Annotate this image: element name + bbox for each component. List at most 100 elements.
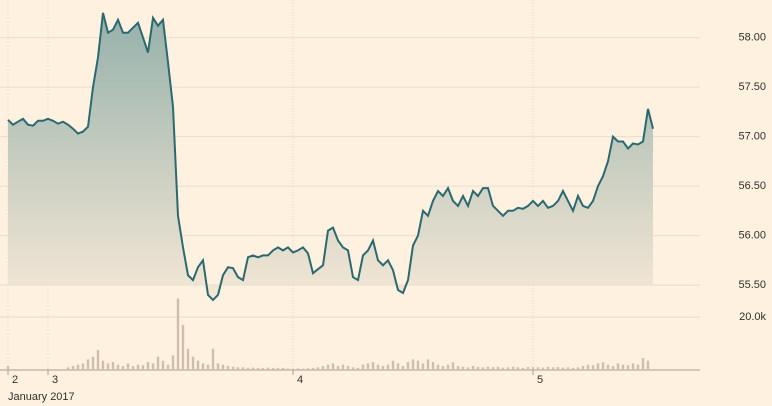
- y-tick-label: 56.50: [738, 180, 766, 192]
- volume-bar: [261, 367, 265, 370]
- volume-bar: [506, 367, 510, 370]
- volume-bar: [231, 366, 235, 370]
- x-tick-label: 3: [52, 374, 58, 386]
- volume-bar: [566, 367, 570, 370]
- volume-bar: [376, 364, 380, 370]
- volume-bar: [346, 366, 350, 370]
- x-axis-title: January 2017: [8, 391, 75, 403]
- volume-bar: [281, 367, 285, 370]
- volume-bar: [136, 364, 140, 370]
- volume-bar: [606, 364, 610, 370]
- volume-bar: [121, 366, 125, 370]
- volume-bar: [591, 365, 595, 370]
- volume-bar: [266, 367, 270, 370]
- price-line: [7, 12, 654, 302]
- volume-bar: [191, 356, 195, 370]
- volume-bar: [501, 367, 505, 370]
- volume-bar: [496, 366, 500, 370]
- volume-bar: [356, 367, 360, 370]
- volume-bar: [421, 363, 425, 370]
- volume-bar: [181, 324, 185, 370]
- volume-bar: [321, 366, 325, 370]
- volume-bar: [431, 362, 435, 370]
- volume-bar: [111, 362, 115, 370]
- volume-bar: [276, 368, 280, 370]
- volume-bar: [351, 367, 355, 370]
- volume-bar: [471, 366, 475, 370]
- volume-bar: [451, 362, 455, 370]
- volume-bar: [206, 364, 210, 370]
- volume-bar: [516, 367, 520, 370]
- volume-bar: [251, 367, 255, 370]
- volume-bar: [616, 363, 620, 370]
- volume-bar: [306, 368, 310, 370]
- volume-bar: [96, 350, 100, 370]
- volume-bar: [236, 367, 240, 370]
- volume-bar: [371, 362, 375, 370]
- volume-bar: [641, 358, 645, 370]
- volume-bar: [411, 359, 415, 370]
- volume-bar: [631, 363, 635, 370]
- volume-bar: [571, 367, 575, 370]
- volume-bar: [81, 363, 85, 370]
- volume-bar: [271, 367, 275, 370]
- y2-tick-label: 20.0k: [739, 311, 766, 323]
- volume-bar: [361, 364, 365, 370]
- volume-bar: [536, 367, 540, 370]
- y-tick-label: 56.00: [738, 229, 766, 241]
- x-tick-label: 2: [12, 374, 18, 386]
- price-area: [8, 12, 653, 300]
- volume-bar: [446, 364, 450, 370]
- volume-bar: [576, 367, 580, 370]
- y-tick-label: 57.00: [738, 130, 766, 142]
- volume-bar: [621, 364, 625, 370]
- volume-bar: [246, 367, 250, 370]
- volume-bar: [491, 367, 495, 370]
- volume-bar: [596, 363, 600, 370]
- volume-bar: [326, 364, 330, 370]
- volume-bar: [101, 360, 105, 370]
- volume-bar: [76, 364, 80, 370]
- volume-bar: [561, 367, 565, 370]
- volume-bar: [526, 367, 530, 370]
- volume-bar: [201, 363, 205, 370]
- volume-bar: [441, 366, 445, 370]
- volume-bar: [171, 355, 175, 370]
- volume-bar: [461, 366, 465, 370]
- volume-bar: [176, 298, 180, 370]
- volume-bar: [286, 368, 290, 370]
- volume-bar: [406, 362, 410, 370]
- volume-bar: [466, 367, 470, 370]
- volume-bar: [71, 366, 75, 370]
- volume-bar: [311, 367, 315, 370]
- volume-bar: [6, 366, 10, 370]
- volume-bar: [91, 356, 95, 370]
- volume-bar: [476, 366, 480, 370]
- volume-bar: [211, 348, 215, 370]
- volume-bar: [331, 363, 335, 370]
- volume-bar: [456, 366, 460, 370]
- volume-bar: [156, 356, 160, 370]
- volume-bar: [556, 367, 560, 370]
- volume-bar: [336, 366, 340, 370]
- volume-bar: [221, 364, 225, 370]
- volume-bar: [586, 364, 590, 370]
- volume-bar: [291, 368, 295, 370]
- volume-bar: [646, 360, 650, 370]
- volume-bar: [416, 360, 420, 370]
- volume-bar: [401, 366, 405, 370]
- volume-bar: [301, 368, 305, 370]
- y-tick-label: 58.00: [738, 32, 766, 44]
- y-tick-label: 57.50: [738, 81, 766, 93]
- volume-bar: [126, 363, 130, 370]
- volume-bar: [581, 366, 585, 370]
- volume-bar: [531, 367, 535, 370]
- volume-bar: [151, 363, 155, 370]
- volume-bar: [546, 366, 550, 370]
- volume-bar: [226, 366, 230, 370]
- volume-bar: [131, 366, 135, 370]
- x-tick-label: 4: [297, 374, 303, 386]
- volume-bar: [116, 364, 120, 370]
- volume-bar: [366, 363, 370, 370]
- volume-bar: [196, 360, 200, 370]
